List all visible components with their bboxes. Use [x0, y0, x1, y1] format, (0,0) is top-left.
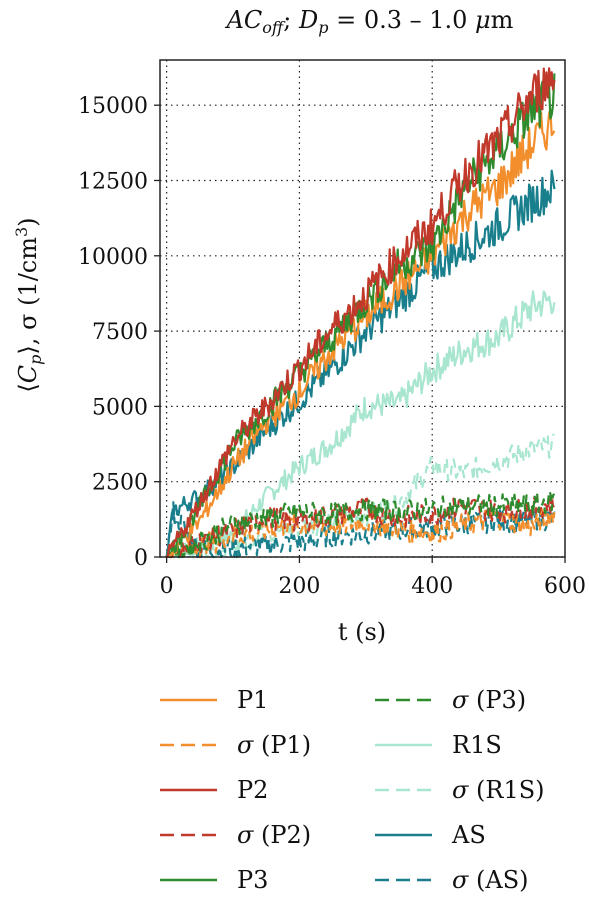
y-axis-label: ⟨Cp⟩, σ (1/cm3) — [12, 217, 45, 392]
legend-label: P3 — [237, 866, 268, 894]
legend-series-ref: (R1S) — [468, 776, 544, 804]
y-tick-label: 0 — [134, 546, 148, 571]
legend-label: P2 — [237, 776, 268, 804]
legend-sigma: σ — [237, 821, 254, 849]
x-axis-label: t (s) — [338, 618, 386, 646]
series-line-r1s — [166, 290, 556, 559]
series-line--r1s- — [166, 433, 555, 559]
plot-frame — [159, 59, 566, 558]
plot-border — [159, 59, 566, 558]
legend-sigma: σ — [452, 686, 469, 714]
y-tick-label: 5000 — [92, 395, 148, 420]
legend-label: P1 — [237, 686, 268, 714]
legend-series-ref: (P2) — [253, 821, 311, 849]
legend-label: σ (R1S) — [452, 776, 545, 804]
legend-label: AS — [451, 821, 486, 849]
tick-labels: 0 200 400 600 0 2500 5000 7500 10000 12500 15000 — [78, 94, 586, 599]
legend-series-ref: (P3) — [468, 686, 526, 714]
series-line-p1 — [165, 108, 556, 558]
series-line-p2 — [165, 67, 556, 558]
y-tick-label: 2500 — [92, 471, 148, 496]
x-tick-label: 400 — [411, 574, 453, 599]
series-lines — [165, 67, 556, 559]
legend-label: σ (P1) — [237, 731, 311, 759]
legend-series-ref: (P1) — [253, 731, 311, 759]
legend-sigma: σ — [237, 731, 254, 759]
series-line--p2- — [166, 493, 555, 559]
series-line--p3- — [166, 489, 556, 559]
legend-series-ref: (AS) — [468, 866, 528, 894]
legend-label: σ (AS) — [452, 866, 529, 894]
y-tick-label: 15000 — [78, 94, 148, 119]
legend-sigma: σ — [452, 866, 469, 894]
x-tick-label: 200 — [278, 574, 320, 599]
y-tick-label: 7500 — [92, 320, 148, 345]
series-line-as — [165, 169, 556, 558]
legend-label: σ (P2) — [237, 821, 311, 849]
legend-sigma: σ — [452, 776, 469, 804]
legend-label: R1S — [452, 731, 502, 759]
series-line-p3 — [165, 73, 556, 558]
chart-title: ACoff; Dp = 0.3 – 1.0 μm — [225, 6, 514, 37]
y-tick-label: 10000 — [78, 245, 148, 270]
y-tick-label: 12500 — [78, 169, 148, 194]
x-tick-label: 0 — [160, 574, 174, 599]
legend-label: σ (P3) — [452, 686, 526, 714]
x-tick-label: 600 — [544, 574, 586, 599]
legend: P1 σ (P1) P2 σ (P2) P3 σ (P3) R1S σ (R1S) AS σ (A… — [160, 686, 545, 894]
